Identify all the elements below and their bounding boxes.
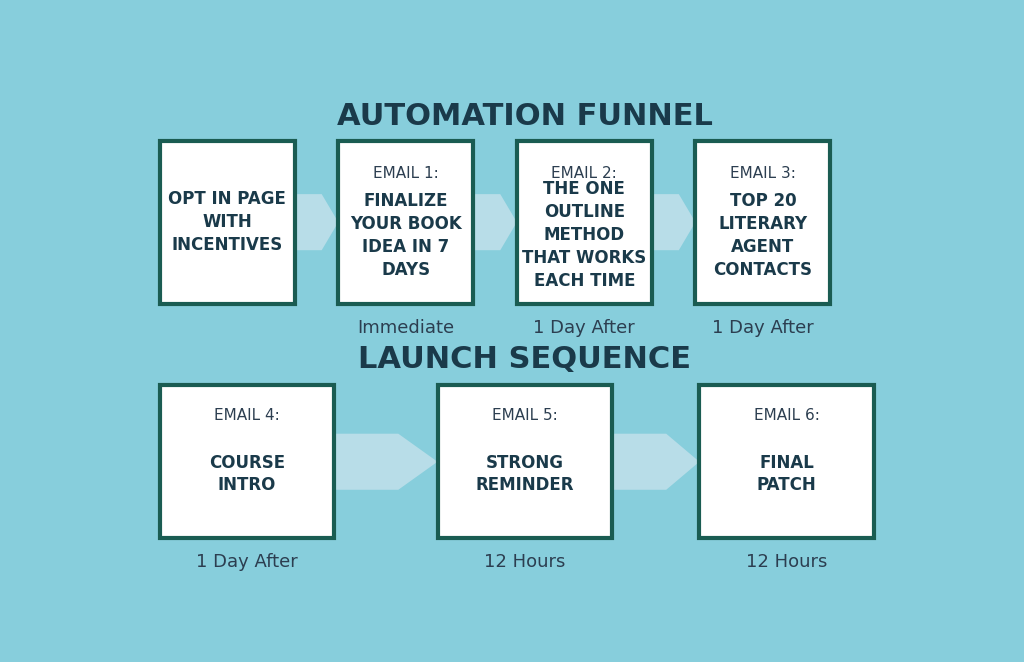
Text: 12 Hours: 12 Hours: [746, 553, 827, 571]
Text: Immediate: Immediate: [357, 319, 455, 337]
Text: FINAL
PATCH: FINAL PATCH: [757, 453, 816, 495]
Text: EMAIL 3:: EMAIL 3:: [730, 166, 796, 181]
Polygon shape: [473, 194, 517, 250]
Text: TOP 20
LITERARY
AGENT
CONTACTS: TOP 20 LITERARY AGENT CONTACTS: [714, 192, 812, 279]
Polygon shape: [652, 194, 695, 250]
Text: EMAIL 4:: EMAIL 4:: [214, 408, 280, 424]
FancyBboxPatch shape: [695, 140, 830, 304]
Text: COURSE
INTRO: COURSE INTRO: [209, 453, 285, 495]
Text: AUTOMATION FUNNEL: AUTOMATION FUNNEL: [337, 103, 713, 131]
FancyBboxPatch shape: [160, 385, 334, 538]
Text: 1 Day After: 1 Day After: [534, 319, 635, 337]
Text: LAUNCH SEQUENCE: LAUNCH SEQUENCE: [358, 344, 691, 373]
FancyBboxPatch shape: [160, 140, 295, 304]
FancyBboxPatch shape: [517, 140, 652, 304]
Text: THE ONE
OUTLINE
METHOD
THAT WORKS
EACH TIME: THE ONE OUTLINE METHOD THAT WORKS EACH T…: [522, 181, 646, 290]
FancyBboxPatch shape: [699, 385, 873, 538]
Text: EMAIL 6:: EMAIL 6:: [754, 408, 819, 424]
Polygon shape: [334, 434, 437, 490]
Text: EMAIL 2:: EMAIL 2:: [552, 166, 617, 181]
FancyBboxPatch shape: [338, 140, 473, 304]
Text: EMAIL 1:: EMAIL 1:: [373, 166, 438, 181]
Polygon shape: [612, 434, 699, 490]
FancyBboxPatch shape: [437, 385, 612, 538]
Text: OPT IN PAGE
WITH
INCENTIVES: OPT IN PAGE WITH INCENTIVES: [168, 190, 286, 254]
Text: 1 Day After: 1 Day After: [712, 319, 814, 337]
Text: EMAIL 5:: EMAIL 5:: [492, 408, 558, 424]
Text: 1 Day After: 1 Day After: [197, 553, 298, 571]
Text: FINALIZE
YOUR BOOK
IDEA IN 7
DAYS: FINALIZE YOUR BOOK IDEA IN 7 DAYS: [350, 192, 462, 279]
Text: 12 Hours: 12 Hours: [484, 553, 565, 571]
Polygon shape: [295, 194, 338, 250]
Text: STRONG
REMINDER: STRONG REMINDER: [475, 453, 574, 495]
